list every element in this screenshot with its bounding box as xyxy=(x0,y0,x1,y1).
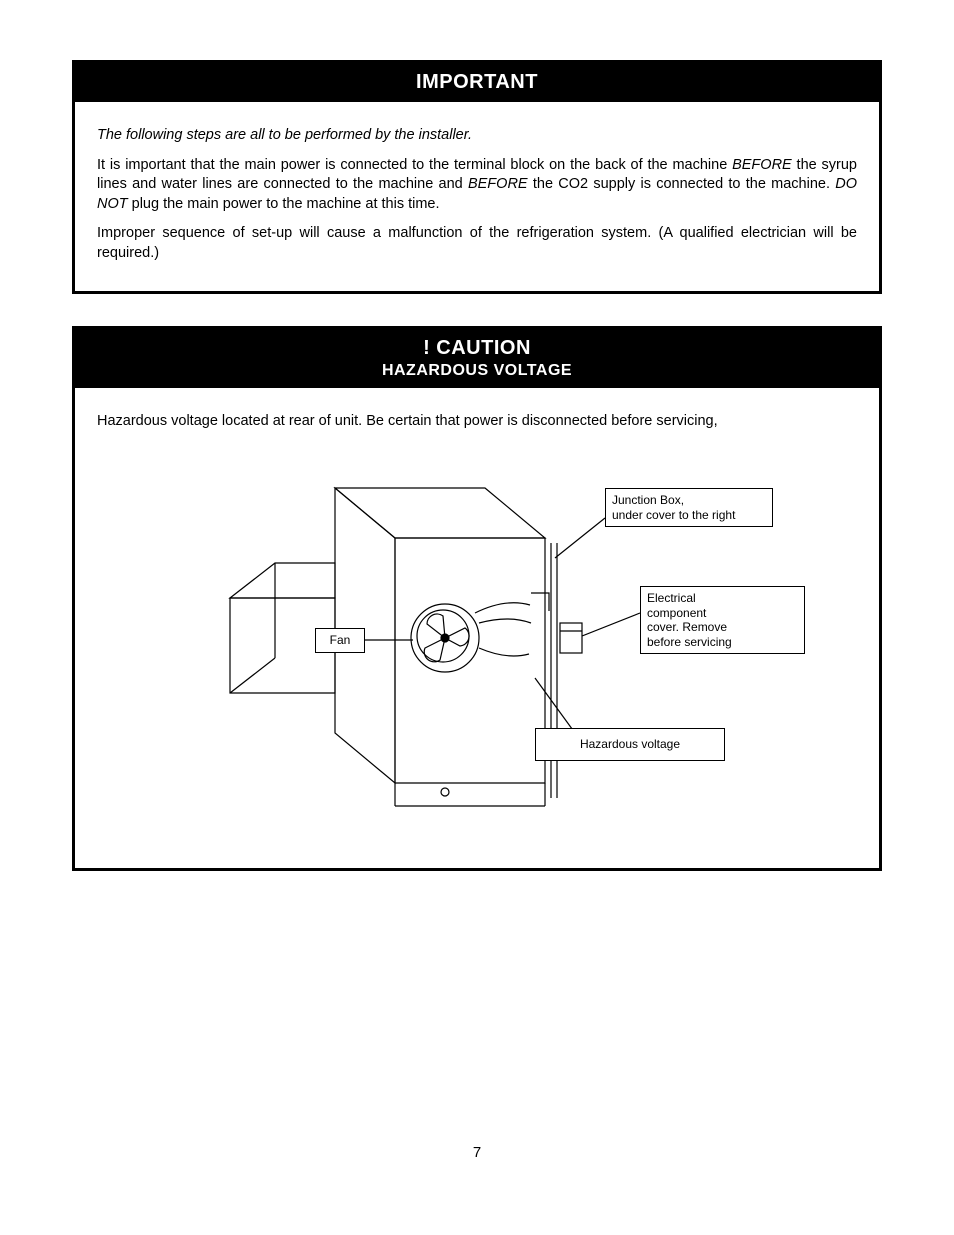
caution-diagram: Junction Box, under cover to the right E… xyxy=(75,388,879,857)
p1-part-a: It is important that the main power is c… xyxy=(97,157,732,173)
callout-fan: Fan xyxy=(315,628,365,652)
important-lead: The following steps are all to be perfor… xyxy=(97,126,857,146)
callout-cover-line4: before servicing xyxy=(647,635,732,649)
important-body: The following steps are all to be perfor… xyxy=(75,102,879,291)
callout-junction-line1: Junction Box, xyxy=(612,493,684,507)
caution-header-main: ! CAUTION xyxy=(81,337,873,360)
p1-before-2: BEFORE xyxy=(468,176,528,192)
callout-fan-text: Fan xyxy=(330,633,351,647)
callout-hazardous-voltage: Hazardous voltage xyxy=(535,728,725,760)
important-para-1: It is important that the main power is c… xyxy=(97,156,857,215)
caution-header-sub: HAZARDOUS VOLTAGE xyxy=(81,362,873,380)
callout-junction-line2: under cover to the right xyxy=(612,508,735,522)
callout-electrical-cover: Electrical component cover. Remove befor… xyxy=(640,586,805,654)
important-panel: IMPORTANT The following steps are all to… xyxy=(72,60,882,294)
callout-cover-line3: cover. Remove xyxy=(647,620,727,634)
callout-hv-text: Hazardous voltage xyxy=(580,737,680,751)
p1-before-1: BEFORE xyxy=(732,157,792,173)
callout-cover-line2: component xyxy=(647,606,706,620)
caution-panel: ! CAUTION HAZARDOUS VOLTAGE Hazardous vo… xyxy=(72,326,882,871)
caution-header: ! CAUTION HAZARDOUS VOLTAGE xyxy=(75,329,879,388)
caution-body: Hazardous voltage located at rear of uni… xyxy=(75,388,879,857)
important-header: IMPORTANT xyxy=(75,63,879,102)
important-header-text: IMPORTANT xyxy=(81,71,873,94)
p1-part-g: plug the main power to the machine at th… xyxy=(128,196,440,212)
callout-junction-box: Junction Box, under cover to the right xyxy=(605,488,773,527)
page-number: 7 xyxy=(473,1144,481,1161)
p1-part-e: the CO2 supply is connected to the machi… xyxy=(528,176,836,192)
important-para-2: Improper sequence of set-up will cause a… xyxy=(97,224,857,263)
callout-cover-line1: Electrical xyxy=(647,591,696,605)
